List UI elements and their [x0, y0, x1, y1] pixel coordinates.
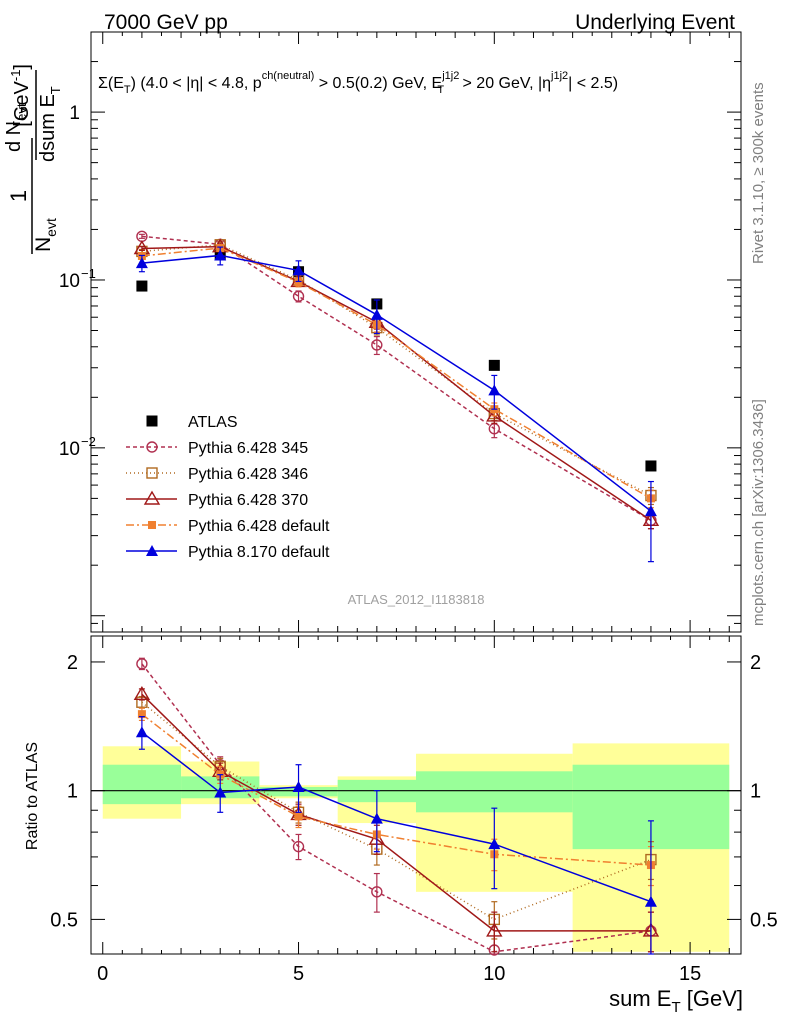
ratio-tick-label-right: 1 [750, 781, 761, 803]
atlas-data-point [645, 460, 657, 472]
series-point-main [486, 407, 503, 422]
legend-label: Pythia 6.428 370 [188, 492, 308, 509]
series-line-ratio [141, 663, 652, 953]
legend-label: ATLAS [188, 414, 238, 431]
series-line-main [141, 247, 652, 500]
series-point-ratio [486, 922, 503, 937]
series-point-main [488, 423, 501, 435]
y-tick-label: 1 [69, 103, 80, 124]
y-tick-label: 10 [59, 439, 80, 460]
svg-text:dsum ET: dsum ET [37, 86, 63, 162]
series-point-main [214, 249, 227, 261]
rivet-label: Rivet 3.1.10, ≥ 300k events [750, 82, 767, 264]
y-tick-label: 10 [59, 271, 80, 292]
series-line-main [141, 235, 652, 521]
legend-label: Pythia 6.428 346 [188, 466, 308, 483]
atlas-data-point [136, 280, 148, 292]
legend-marker [148, 521, 156, 529]
series-point-main [294, 278, 303, 287]
legend-marker [146, 441, 158, 453]
atlas-data-point [488, 359, 500, 371]
x-tick-label: 15 [679, 963, 701, 985]
series-point-main [135, 257, 148, 269]
legend-marker [146, 545, 158, 556]
series-point-main [488, 384, 501, 396]
x-tick-label: 0 [97, 963, 108, 985]
uncertainty-band-green [102, 764, 182, 805]
ratio-tick-label-left: 0.5 [50, 909, 78, 931]
series-point-main [136, 230, 148, 243]
x-tick-label: 10 [483, 963, 505, 985]
ratio-tick-label-left: 1 [67, 781, 78, 803]
series-line-ratio [141, 713, 651, 866]
uncertainty-band-green [416, 771, 573, 813]
x-tick-label: 5 [293, 963, 304, 985]
series-point-ratio [214, 786, 227, 798]
series-point-ratio [133, 685, 151, 701]
series-line-ratio [141, 731, 652, 903]
series-point-ratio [137, 710, 146, 719]
series-point-ratio [644, 895, 657, 907]
legend-label: Pythia 6.428 345 [188, 440, 308, 457]
series-line-ratio [141, 701, 652, 921]
header-left: 7000 GeV pp [104, 11, 228, 34]
mcplots-label: mcplots.cern.ch [arXiv:1306.3436] [750, 399, 767, 626]
series-point-ratio [371, 886, 383, 898]
series-point-main [370, 308, 383, 320]
y-tick-label-exponent: −1 [81, 266, 96, 281]
y-tick-label-exponent: −2 [81, 434, 96, 449]
series-line-main [141, 254, 652, 512]
ratio-tick-label-right: 0.5 [750, 909, 778, 931]
legend-marker [146, 467, 158, 479]
ratio-tick-label-left: 2 [67, 652, 78, 674]
legend-label: Pythia 8.170 default [188, 544, 330, 561]
series-point-ratio [135, 726, 148, 738]
legend-label: Pythia 6.428 default [188, 518, 330, 535]
series-4 [135, 246, 657, 955]
main-y-axis-label: 1 Nevt d Nevt dsum ET [GeV-1] [3, 64, 63, 254]
series-point-ratio [294, 812, 303, 821]
series-point-main [371, 339, 383, 351]
series-point-ratio [136, 658, 148, 670]
series-line-ratio [141, 693, 651, 932]
series-point-ratio [488, 838, 501, 850]
legend-marker [143, 490, 161, 505]
distribution-title: Σ(ET) (4.0 < |η| < 4.8, pch(neutral) > 0… [98, 70, 618, 96]
series-point-ratio [370, 812, 383, 824]
header-right: Underlying Event [575, 11, 735, 34]
ratio-y-axis-label: Ratio to ATLAS [24, 742, 41, 850]
series-point-main [292, 290, 305, 302]
series-point-main [292, 264, 305, 276]
ratio-tick-label-right: 2 [750, 652, 761, 674]
legend-marker [146, 415, 158, 427]
series-point-main [644, 505, 657, 517]
series-point-ratio [292, 840, 305, 853]
analysis-watermark: ATLAS_2012_I1183818 [348, 592, 485, 607]
series-line-main [141, 245, 652, 521]
series-point-ratio [292, 780, 305, 792]
svg-text:1: 1 [6, 190, 31, 202]
